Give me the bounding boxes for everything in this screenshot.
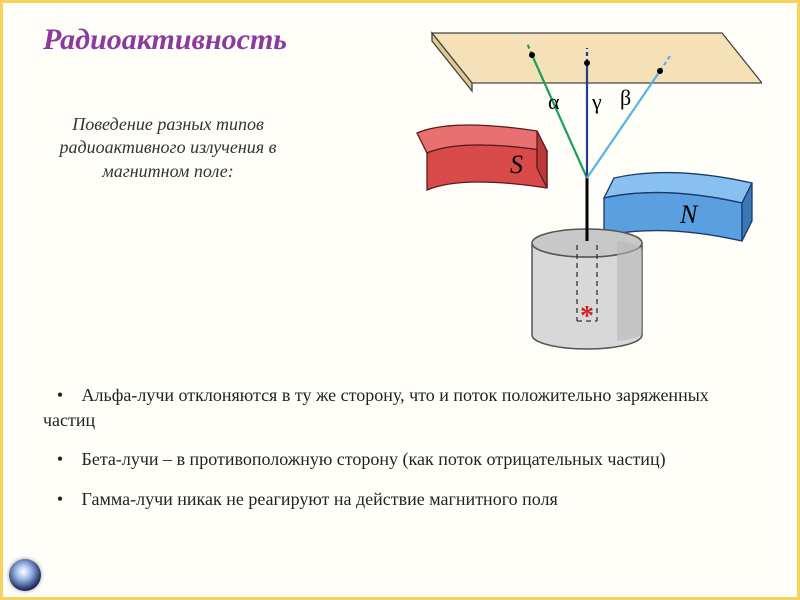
page-title: Радиоактивность bbox=[43, 23, 287, 57]
slide: Радиоактивность Поведение разных типов р… bbox=[0, 0, 800, 600]
subtitle: Поведение разных типов радиоактивного из… bbox=[48, 113, 288, 183]
radiation-diagram: S N * bbox=[382, 23, 762, 353]
logo-icon bbox=[9, 559, 41, 591]
magnet-n-label: N bbox=[679, 200, 699, 229]
bullet-text: Гамма-лучи никак не реагируют на действи… bbox=[82, 489, 558, 509]
bullet-item: • Гамма-лучи никак не реагируют на дейст… bbox=[43, 487, 757, 512]
magnet-s: S bbox=[417, 125, 547, 190]
bullet-item: • Бета-лучи – в противоположную сторону … bbox=[43, 447, 757, 472]
bullet-dot-icon: • bbox=[43, 447, 77, 472]
bullet-dot-icon: • bbox=[43, 383, 77, 408]
bullet-list: • Альфа-лучи отклоняются в ту же сторону… bbox=[43, 383, 757, 526]
magnet-s-label: S bbox=[510, 150, 523, 179]
alpha-label: α bbox=[548, 89, 560, 114]
detector-screen bbox=[432, 33, 762, 91]
magnet-n: N bbox=[604, 173, 752, 241]
bullet-text: Бета-лучи – в противоположную сторону (к… bbox=[82, 449, 666, 469]
gamma-label: γ bbox=[591, 89, 602, 114]
bullet-item: • Альфа-лучи отклоняются в ту же сторону… bbox=[43, 383, 757, 433]
source-marker: * bbox=[580, 301, 594, 332]
beta-label: β bbox=[620, 85, 631, 110]
bullet-text: Альфа-лучи отклоняются в ту же сторону, … bbox=[43, 385, 709, 430]
bullet-dot-icon: • bbox=[43, 487, 77, 512]
